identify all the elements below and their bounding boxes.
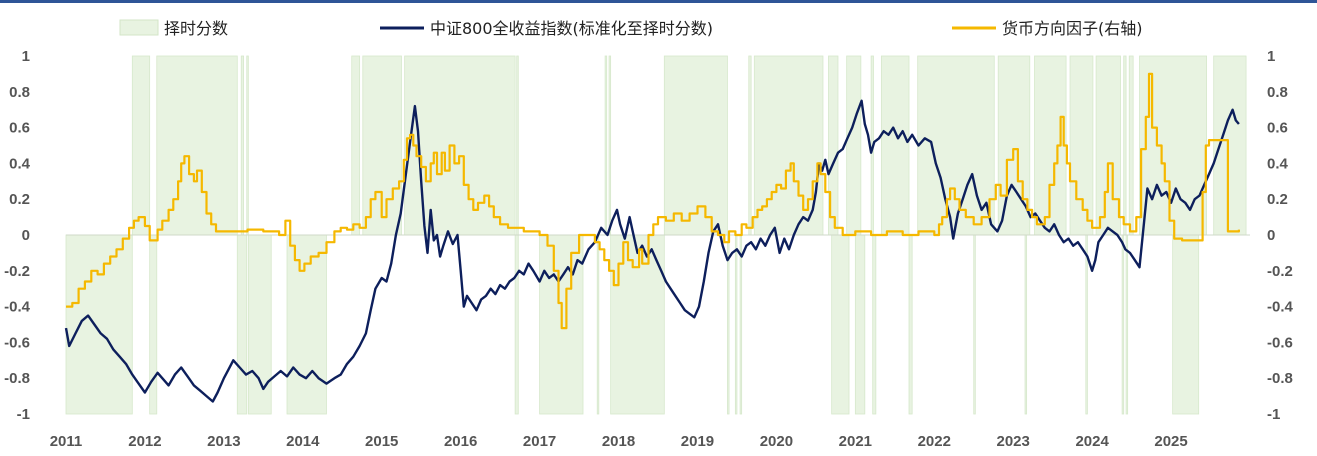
timing-band-positive-20 [1069,55,1094,236]
x-tick-label: 2019 [681,433,714,450]
timing-band-negative-5 [514,234,519,415]
y-left-tick-label: -0.4 [4,299,31,316]
timing-band-positive-23 [1128,55,1134,236]
timing-band-negative-13 [854,234,866,415]
y-axis-left: 1 0.8 0.6 0.4 0.2 0 -0.2 -0.4 -0.6 -0.8 -1 [4,48,31,423]
x-tick-label: 2018 [602,433,635,450]
timing-band-negative-16 [973,234,976,415]
y-axis-right: 1 0.8 0.6 0.4 0.2 0 -0.2 -0.4 -0.6 -0.8 -1 [1267,48,1294,423]
timing-band-positive-0 [131,55,151,236]
timing-band-negative-17 [1024,234,1028,415]
timing-band-positive-11 [748,55,752,236]
y-left-tick-label: 0.2 [9,191,30,208]
x-tick-label: 2025 [1154,433,1187,450]
timing-band-positive-7 [516,55,519,236]
timing-band-negative-18 [1085,234,1088,415]
timing-band-negative-7 [596,234,600,415]
timing-score-bands [65,55,1247,415]
y-right-tick-label: -0.8 [1267,370,1293,387]
x-tick-label: 2016 [444,433,477,450]
y-left-tick-label: 0.6 [9,120,30,137]
timing-band-negative-3 [247,234,272,415]
timing-band-negative-11 [739,234,743,415]
timing-band-negative-0 [65,234,133,415]
x-tick-label: 2017 [523,433,556,450]
legend-swatch-timing-score [119,19,159,36]
x-tick-label: 2012 [128,433,161,450]
y-right-tick-label: -0.2 [1267,263,1293,280]
timing-band-negative-10 [734,234,738,415]
timing-band-negative-12 [831,234,850,415]
legend: 择时分数 中证800全收益指数(标准化至择时分数) 货币方向因子(右轴) [119,19,1143,38]
y-right-tick-label: 0.4 [1267,155,1289,172]
timing-band-negative-19 [1121,234,1125,415]
timing-band-negative-15 [908,234,913,415]
y-right-tick-label: -0.6 [1267,334,1293,351]
x-tick-label: 2015 [365,433,398,450]
timing-band-negative-1 [149,234,158,415]
timing-band-positive-18 [997,55,1031,236]
timing-band-positive-16 [880,55,910,236]
timing-band-negative-4 [286,234,327,415]
x-axis: 2011 2012 2013 2014 2015 2016 2017 2018 2019 2020… [50,433,1188,450]
timing-band-negative-9 [727,234,730,415]
y-right-tick-label: 0 [1267,227,1275,244]
x-tick-label: 2011 [50,433,83,450]
y-left-tick-label: -0.8 [4,370,30,387]
series-line-monetary-factor [66,72,1240,330]
timing-band-positive-4 [351,55,361,236]
timing-band-positive-21 [1095,55,1121,236]
timing-band-positive-6 [404,55,516,236]
timing-band-negative-21 [1172,234,1200,415]
x-tick-label: 2020 [760,433,793,450]
y-left-tick-label: 0 [22,227,30,244]
timing-band-positive-22 [1123,55,1127,236]
timing-band-positive-12 [753,55,824,236]
x-tick-label: 2022 [918,433,951,450]
timing-band-positive-9 [608,55,612,236]
y-right-tick-label: -1 [1267,406,1280,423]
y-right-tick-label: 0.8 [1267,84,1288,101]
y-right-tick-label: -0.4 [1267,299,1294,316]
y-left-tick-label: 0.4 [9,155,31,172]
y-left-tick-label: -0.6 [4,334,30,351]
x-tick-label: 2013 [207,433,240,450]
y-left-tick-label: -1 [17,406,30,423]
x-tick-label: 2014 [286,433,320,450]
x-tick-label: 2021 [839,433,872,450]
timing-band-negative-14 [872,234,877,415]
series-line-csi800 [64,99,1240,403]
timing-band-negative-2 [236,234,248,415]
x-tick-label: 2024 [1075,433,1109,450]
timing-band-positive-14 [846,55,862,236]
legend-label-timing-score: 择时分数 [164,19,228,38]
legend-label-monetary-factor: 货币方向因子(右轴) [1002,19,1143,38]
y-right-tick-label: 0.2 [1267,191,1288,208]
legend-label-csi800: 中证800全收益指数(标准化至择时分数) [430,19,713,38]
y-left-tick-label: 1 [22,48,30,65]
y-left-tick-label: -0.2 [4,263,30,280]
timing-band-positive-1 [156,55,238,236]
timing-band-positive-8 [604,55,608,236]
x-tick-label: 2023 [997,433,1030,450]
series-lines [64,72,1240,403]
timing-band-positive-2 [240,55,244,236]
timing-band-negative-20 [1125,234,1129,415]
y-right-tick-label: 1 [1267,48,1275,65]
y-right-tick-label: 0.6 [1267,120,1288,137]
y-left-tick-label: 0.8 [9,84,30,101]
timing-band-positive-3 [246,55,249,236]
timing-band-positive-10 [663,55,728,236]
